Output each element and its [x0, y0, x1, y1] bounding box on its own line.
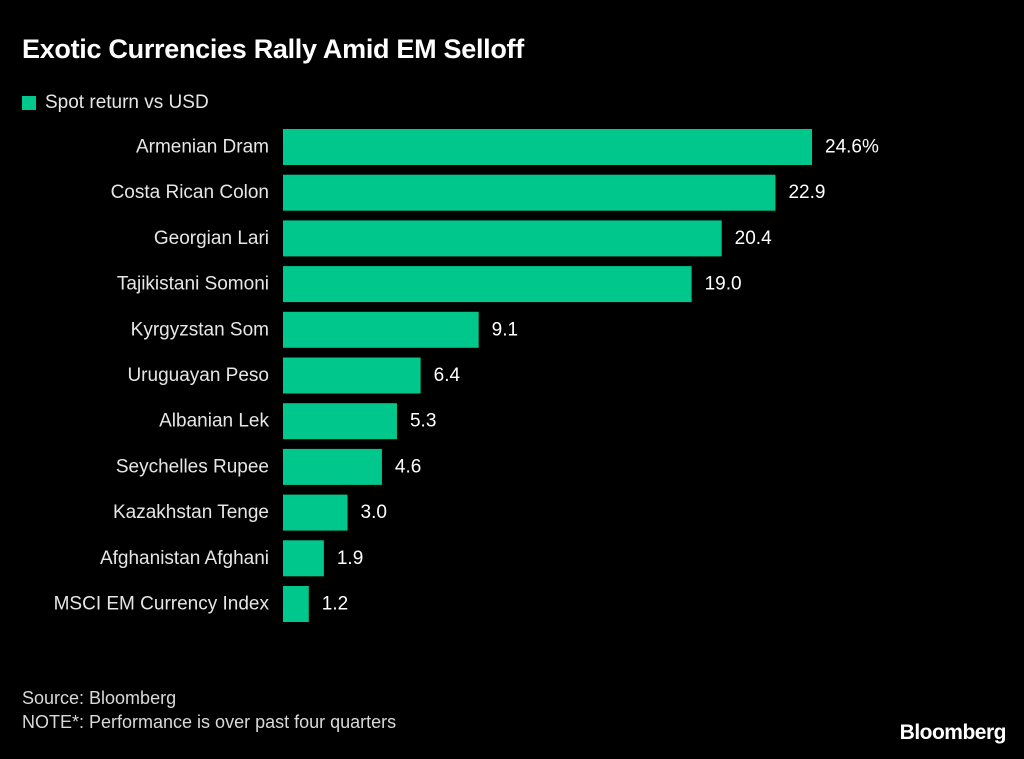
category-label: Kyrgyzstan Som: [131, 319, 269, 340]
category-label: MSCI EM Currency Index: [54, 594, 270, 615]
bar: [283, 129, 812, 165]
value-label: 3.0: [361, 502, 387, 523]
value-label: 19.0: [705, 274, 742, 295]
bloomberg-logo: Bloomberg: [899, 721, 1007, 744]
bar: [283, 174, 776, 211]
category-label: Armenian Dram: [136, 137, 269, 158]
category-label: Tajikistani Somoni: [117, 274, 269, 295]
value-label: 20.4: [735, 228, 772, 249]
category-label: Uruguayan Peso: [127, 365, 269, 386]
bar: [283, 540, 324, 577]
value-label: 9.1: [492, 319, 518, 340]
bar: [283, 403, 397, 440]
footnote: NOTE*: Performance is over past four qua…: [22, 712, 397, 732]
bar: [283, 494, 348, 531]
chart-title: Exotic Currencies Rally Amid EM Selloff: [22, 34, 524, 64]
category-label: Costa Rican Colon: [111, 182, 269, 203]
value-label: 1.9: [337, 548, 363, 569]
value-label: 4.6: [395, 456, 421, 477]
bar: [283, 586, 309, 622]
bar: [283, 357, 421, 394]
value-label: 6.4: [434, 365, 461, 386]
value-label: 24.6%: [825, 137, 879, 158]
legend-label: Spot return vs USD: [45, 92, 209, 113]
source-note: Source: Bloomberg: [22, 688, 177, 708]
category-label: Kazakhstan Tenge: [113, 502, 269, 523]
bar: [283, 448, 382, 485]
value-label: 22.9: [788, 182, 825, 203]
footer: Source: Bloomberg NOTE*: Performance is …: [22, 686, 396, 734]
value-label: 1.2: [322, 594, 348, 615]
category-label: Georgian Lari: [154, 228, 269, 249]
category-label: Albanian Lek: [159, 411, 269, 432]
legend-swatch: [22, 96, 36, 110]
legend: Spot return vs USD: [22, 92, 209, 114]
bar: [283, 220, 722, 257]
bar: [283, 311, 479, 348]
bar: [283, 266, 692, 303]
category-label: Afghanistan Afghani: [100, 548, 269, 569]
value-label: 5.3: [410, 411, 436, 432]
category-label: Seychelles Rupee: [116, 456, 269, 477]
